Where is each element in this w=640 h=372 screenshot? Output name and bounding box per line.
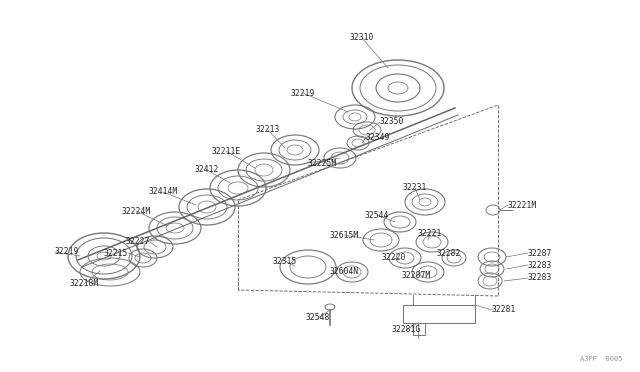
Text: 32225M: 32225M [308, 158, 337, 167]
Text: 32221M: 32221M [508, 201, 537, 209]
Bar [413, 323, 425, 335]
Text: 32220: 32220 [382, 253, 406, 263]
Text: 32218M: 32218M [69, 279, 99, 289]
Text: 32281: 32281 [492, 305, 516, 314]
Text: 32219: 32219 [291, 89, 315, 97]
Text: 32283: 32283 [528, 260, 552, 269]
Text: 32548: 32548 [306, 314, 330, 323]
Text: 32281G: 32281G [392, 326, 420, 334]
Text: 32287M: 32287M [401, 272, 431, 280]
Text: 32211E: 32211E [211, 147, 241, 155]
Text: 32283: 32283 [528, 273, 552, 282]
Text: 32215: 32215 [104, 248, 128, 257]
Text: A3PP  0005: A3PP 0005 [579, 356, 622, 362]
Text: 32350: 32350 [380, 118, 404, 126]
Text: 32219: 32219 [55, 247, 79, 257]
Text: 32227: 32227 [125, 237, 150, 247]
Text: 32221: 32221 [418, 228, 442, 237]
Text: 32315: 32315 [273, 257, 297, 266]
Text: 32310: 32310 [350, 33, 374, 42]
Text: 32412: 32412 [195, 166, 219, 174]
Bar [403, 305, 475, 323]
Text: 32604N: 32604N [330, 267, 358, 276]
Text: 32349: 32349 [366, 132, 390, 141]
Text: 32213: 32213 [256, 125, 280, 135]
Text: 32615M: 32615M [330, 231, 358, 240]
Text: 32287: 32287 [528, 248, 552, 257]
Text: 32231: 32231 [403, 183, 427, 192]
Text: 32414M: 32414M [148, 187, 178, 196]
Text: 32224M: 32224M [122, 206, 150, 215]
Text: 32282: 32282 [437, 250, 461, 259]
Text: 32544: 32544 [365, 211, 389, 219]
